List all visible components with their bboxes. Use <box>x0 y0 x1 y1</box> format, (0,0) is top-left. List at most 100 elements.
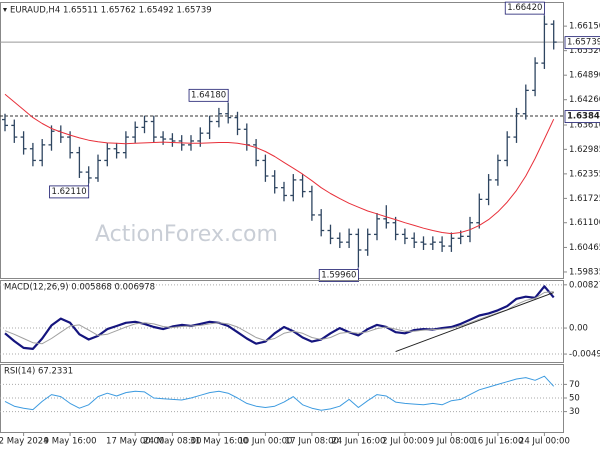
y-tick-label: 1.60465 <box>569 243 600 253</box>
ohlc-bar <box>327 224 334 245</box>
series-line <box>4 291 554 345</box>
ohlc-bar <box>308 185 315 221</box>
panel-title: RSI(14) 67.2331 <box>4 367 73 377</box>
ohlc-bar <box>494 154 501 186</box>
ohlc-bar <box>355 228 362 268</box>
ohlc-bar <box>141 115 148 134</box>
ohlc-bar <box>113 142 120 159</box>
ohlc-bar <box>48 125 55 151</box>
y-tick-label: 50 <box>569 394 580 404</box>
ohlc-bar <box>513 107 520 143</box>
x-tick-label: 10 Jun 00:00 <box>238 437 292 447</box>
ohlc-bar <box>169 133 176 147</box>
ohlc-bar <box>411 232 418 249</box>
series-line <box>4 375 555 411</box>
ohlc-bar <box>104 142 111 167</box>
ohlc-bar <box>522 84 529 120</box>
panel-title: EURAUD,H4 1.65511 1.65762 1.65492 1.6573… <box>10 6 212 16</box>
x-tick-label: 24 May 08:00 <box>143 437 201 447</box>
ohlc-bar <box>281 181 287 202</box>
price-label: 1.65739 <box>567 38 600 48</box>
ohlc-bar <box>215 107 222 128</box>
ohlc-bar <box>429 236 436 250</box>
ohlc-bar <box>225 102 232 124</box>
watermark: ActionForex.com <box>95 222 278 247</box>
y-tick-label: 1.64260 <box>569 95 600 105</box>
y-tick-label: 0.008278 <box>569 280 600 290</box>
y-tick-label: 1.59835 <box>569 267 600 277</box>
ohlc-bar <box>541 15 548 69</box>
ohlc-bar <box>150 115 157 143</box>
x-tick-label: 17 May 00:00 <box>106 437 164 447</box>
panel-frame <box>0 2 564 279</box>
y-tick-label: -0.004979 <box>569 350 600 360</box>
ohlc-bar <box>122 131 129 159</box>
ohlc-bar <box>364 228 371 256</box>
x-tick-label: 9 Jul 08:00 <box>429 437 475 447</box>
price-label: 1.62110 <box>52 187 87 197</box>
panel-frame <box>0 280 564 363</box>
ohlc-bar <box>374 212 380 241</box>
y-tick-label: 1.61725 <box>569 194 600 204</box>
y-tick-label: 1.66150 <box>569 22 600 32</box>
price-label-box <box>564 110 600 123</box>
ohlc-bar <box>392 216 399 241</box>
price-label: 1.63840 <box>567 112 600 122</box>
ohlc-bar <box>504 131 511 167</box>
ohlc-bar <box>550 20 557 50</box>
ohlc-bar <box>476 193 483 229</box>
ohlc-bar <box>67 131 74 159</box>
ohlc-bar <box>290 174 297 202</box>
series-line <box>4 285 555 350</box>
x-tick-label: 24 Jul 00:00 <box>519 437 570 447</box>
y-tick-label: 1.62355 <box>569 169 600 179</box>
ohlc-bar <box>346 228 353 249</box>
price-label-box <box>504 1 545 15</box>
ohlc-bar <box>253 139 260 167</box>
ohlc-bar <box>532 57 539 97</box>
ohlc-bar <box>485 174 492 206</box>
price-label: 1.59960 <box>321 271 356 281</box>
x-tick-label: 31 May 16:00 <box>190 437 248 447</box>
ohlc-bar <box>299 174 306 198</box>
ohlc-bar <box>76 146 83 178</box>
ohlc-bar <box>20 131 27 155</box>
y-tick-label: 0.00 <box>569 324 588 334</box>
ohlc-bar <box>2 113 8 132</box>
ohlc-bar <box>132 121 139 143</box>
ohlc-bar <box>234 111 241 136</box>
ohlc-bar <box>271 170 278 194</box>
y-tick-label: 70 <box>569 380 580 390</box>
ohlc-bar <box>206 115 213 140</box>
ohlc-bar <box>262 154 269 182</box>
x-tick-label: 24 Jun 16:00 <box>331 437 385 447</box>
ohlc-bar <box>318 209 325 237</box>
x-tick-label: 17 Jun 08:00 <box>285 437 339 447</box>
price-label: 1.64180 <box>191 90 226 100</box>
ohlc-bar <box>420 236 427 250</box>
ohlc-bar <box>336 232 343 249</box>
x-tick-label: 2 May 2024 <box>0 437 49 447</box>
ohlc-bar <box>39 139 46 167</box>
x-tick-label: 2 Jul 00:00 <box>382 437 428 447</box>
y-tick-label: 1.65520 <box>569 46 600 56</box>
x-tick-label: 9 May 16:00 <box>44 437 97 447</box>
y-tick-label: 1.61100 <box>569 218 600 228</box>
y-tick-label: 1.63610 <box>569 121 600 131</box>
ohlc-bar <box>448 232 455 252</box>
price-label: 1.66420 <box>507 3 542 13</box>
ohlc-bar <box>85 166 92 184</box>
ohlc-bar <box>401 228 408 245</box>
panel-title: MACD(12,26,9) 0.005868 0.006978 <box>4 283 155 293</box>
price-label-box <box>564 36 600 50</box>
y-tick-label: 30 <box>569 407 580 417</box>
title-arrow <box>3 8 7 12</box>
price-label-box <box>318 269 359 283</box>
ohlc-bar <box>11 119 18 143</box>
ohlc-bar <box>439 236 446 252</box>
price-label-box <box>188 88 229 102</box>
ohlc-bar <box>95 154 101 182</box>
y-tick-label: 1.64890 <box>569 71 600 81</box>
